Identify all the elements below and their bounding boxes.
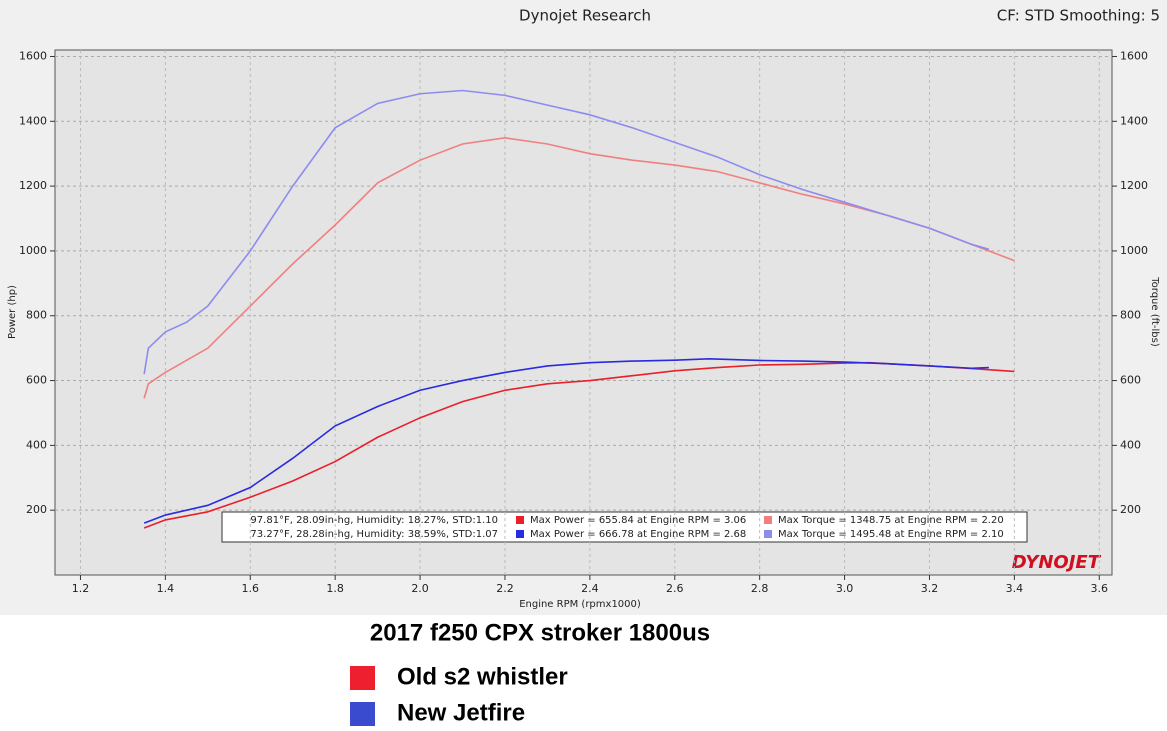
x-tick-label: 1.8 xyxy=(326,582,344,595)
y-tick-label: 200 xyxy=(26,503,47,516)
series-line xyxy=(143,89,990,375)
x-axis-label: Engine RPM (rpmx1000) xyxy=(519,599,641,610)
run-swatch xyxy=(516,516,524,524)
y-tick-label: 1200 xyxy=(19,179,47,192)
caption-title: 2017 f250 CPX stroker 1800us xyxy=(370,619,710,646)
series-line xyxy=(143,137,1015,399)
y2-tick-label: 1600 xyxy=(1120,49,1148,62)
legend-label: New Jetfire xyxy=(397,699,525,726)
x-tick-label: 3.2 xyxy=(921,582,939,595)
legend-label: Old s2 whistler xyxy=(397,663,568,690)
run-power: Max Power = 655.84 at Engine RPM = 3.06 xyxy=(530,515,746,526)
run-swatch xyxy=(764,516,772,524)
x-tick-label: 3.6 xyxy=(1091,582,1109,595)
y2-tick-label: 1000 xyxy=(1120,244,1148,257)
y2-tick-label: 800 xyxy=(1120,309,1141,322)
y2-axis-label: Torque (ft-lbs) xyxy=(1149,276,1160,347)
x-tick-label: 1.6 xyxy=(242,582,260,595)
x-tick-label: 3.4 xyxy=(1006,582,1024,595)
x-tick-label: 1.2 xyxy=(72,582,90,595)
y-tick-label: 400 xyxy=(26,438,47,451)
chart-subtitle: CF: STD Smoothing: 5 xyxy=(997,7,1160,25)
run-legend xyxy=(221,511,1028,543)
y-tick-label: 800 xyxy=(26,309,47,322)
run-power: Max Power = 666.78 at Engine RPM = 2.68 xyxy=(530,529,746,540)
y-tick-label: 1000 xyxy=(19,244,47,257)
plot-area xyxy=(54,49,1113,576)
run-swatch xyxy=(516,530,524,538)
y-tick-label: 1600 xyxy=(19,49,47,62)
y2-tick-label: 1400 xyxy=(1120,114,1148,127)
x-tick-label: 3.0 xyxy=(836,582,854,595)
y2-tick-label: 200 xyxy=(1120,503,1141,516)
chart-title: Dynojet Research xyxy=(519,7,651,25)
run-conditions: 97.81°F, 28.09in-hg, Humidity: 18.27%, S… xyxy=(250,515,498,526)
x-tick-label: 2.2 xyxy=(496,582,514,595)
run-conditions: 73.27°F, 28.28in-hg, Humidity: 38.59%, S… xyxy=(250,529,498,540)
x-tick-label: 2.4 xyxy=(581,582,599,595)
y2-tick-label: 400 xyxy=(1120,438,1141,451)
series-line xyxy=(143,358,989,524)
y-axis-label: Power (hp) xyxy=(7,285,18,339)
run-torque: Max Torque = 1495.48 at Engine RPM = 2.1… xyxy=(778,529,1004,540)
y2-tick-label: 600 xyxy=(1120,374,1141,387)
x-tick-label: 2.6 xyxy=(666,582,684,595)
x-tick-label: 2.0 xyxy=(411,582,429,595)
legend-swatch xyxy=(350,666,375,690)
run-torque: Max Torque = 1348.75 at Engine RPM = 2.2… xyxy=(778,515,1004,526)
y2-tick-label: 1200 xyxy=(1120,179,1148,192)
legend-swatch xyxy=(350,702,375,726)
y-tick-label: 1400 xyxy=(19,114,47,127)
logo: DYNOJET xyxy=(1012,552,1102,573)
y-tick-label: 600 xyxy=(26,374,47,387)
run-swatch xyxy=(764,530,772,538)
x-tick-label: 2.8 xyxy=(751,582,769,595)
x-tick-label: 1.4 xyxy=(157,582,175,595)
